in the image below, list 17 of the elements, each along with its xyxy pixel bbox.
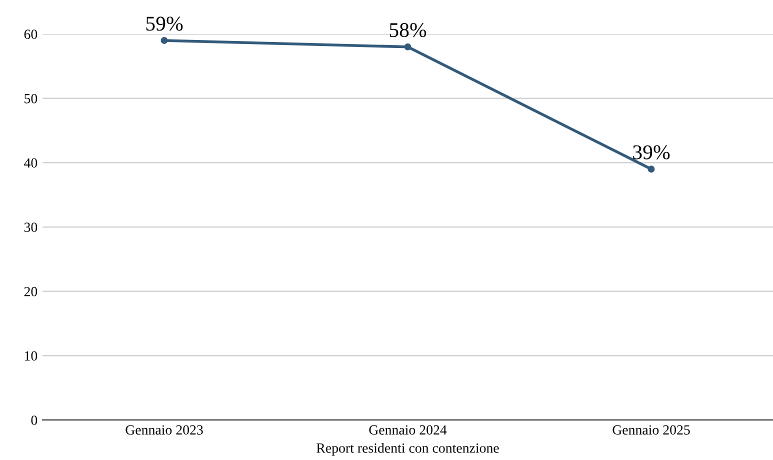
- data-label: 58%: [390, 23, 426, 38]
- y-tick-label: 20: [24, 286, 38, 296]
- point: [648, 166, 655, 173]
- x-tick-label: Gennaio 2024: [369, 425, 447, 435]
- point: [404, 43, 412, 50]
- x-tick-label: Gennaio 2025: [612, 425, 690, 435]
- data-label: 59%: [146, 16, 183, 31]
- x-axis-title: Report residenti con contenzione: [316, 442, 499, 456]
- y-tick-label: 30: [24, 222, 38, 232]
- point: [160, 37, 168, 44]
- y-tick-label: 0: [31, 416, 38, 425]
- y-tick-label: 50: [24, 94, 38, 104]
- y-tick-label: 10: [24, 351, 38, 361]
- x-tick-label: Gennaio 2023: [126, 425, 203, 435]
- y-tick-label: 60: [24, 30, 38, 39]
- y-tick-label: 40: [24, 158, 38, 168]
- data-label: 39%: [633, 145, 670, 160]
